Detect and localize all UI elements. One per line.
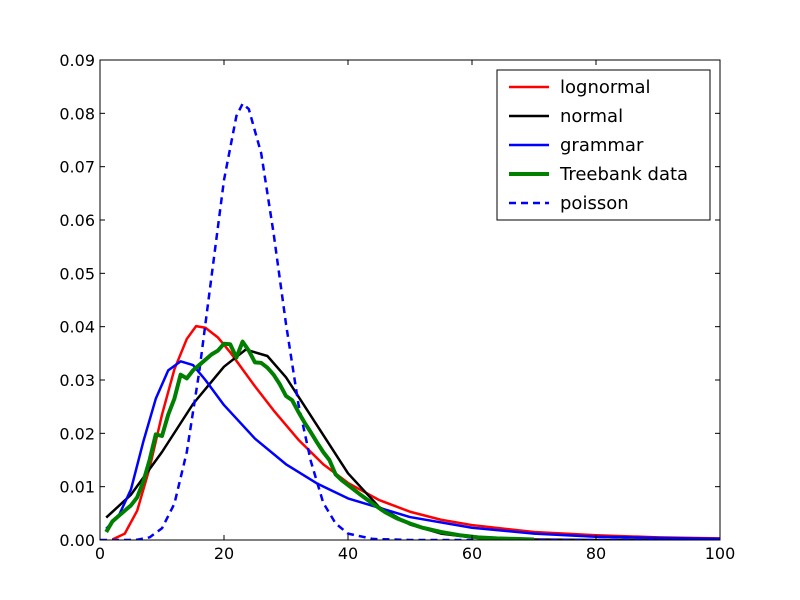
- y-tick-label: 0.03: [59, 371, 95, 390]
- x-tick-label: 40: [338, 544, 358, 563]
- x-tick-label: 60: [462, 544, 482, 563]
- x-tick-label: 20: [214, 544, 234, 563]
- series-line-grammar: [105, 360, 720, 540]
- x-tick-label: 0: [95, 544, 105, 563]
- ticks-layer: 0 20 40 60 80 100 0.00 0.01 0.02 0.03 0.04 0.05 0.06…: [59, 51, 735, 563]
- y-tick-label: 0.09: [59, 51, 95, 70]
- y-tick-label: 0.07: [59, 158, 95, 177]
- legend-label: grammar: [560, 135, 644, 156]
- y-tick-label: 0.01: [59, 478, 95, 497]
- legend-label: normal: [560, 106, 623, 127]
- y-tick-label: 0.06: [59, 211, 95, 230]
- series-line-lognormal: [111, 324, 720, 540]
- x-tick-label: 80: [586, 544, 606, 563]
- y-tick-label: 0.05: [59, 264, 95, 283]
- y-tick-label: 0.04: [59, 318, 95, 337]
- y-tick-label: 0.00: [59, 531, 95, 550]
- plot-frame: [99, 59, 721, 541]
- series-layer: [100, 102, 720, 540]
- x-tick-label: 100: [705, 544, 736, 563]
- legend-label: poisson: [560, 193, 629, 214]
- legend-label: Treebank data: [559, 164, 688, 185]
- legend: lognormal normal grammar Treebank data poiss…: [496, 69, 711, 221]
- legend-label: lognormal: [560, 77, 651, 98]
- series-line-poisson: [100, 102, 720, 540]
- y-tick-label: 0.02: [59, 424, 95, 443]
- series-line-treebank-data: [104, 339, 535, 540]
- y-tick-label: 0.08: [59, 104, 95, 123]
